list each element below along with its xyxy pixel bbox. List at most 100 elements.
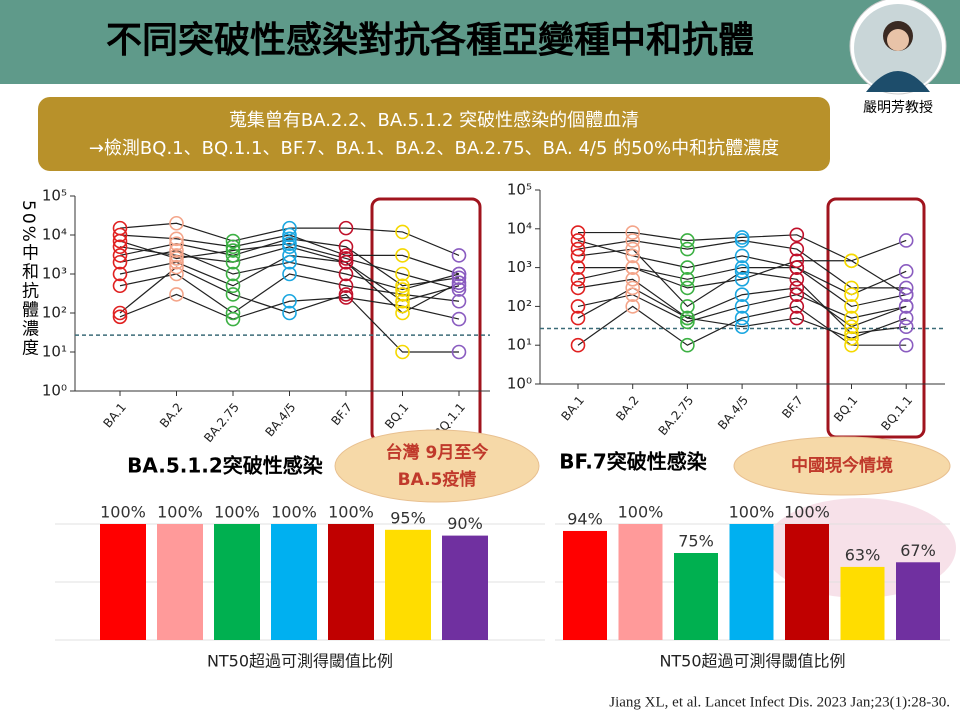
data-point	[844, 253, 859, 269]
value-label: 90%	[447, 514, 483, 533]
data-point	[169, 231, 184, 247]
data-point	[225, 266, 241, 282]
data-point	[112, 227, 128, 243]
data-point	[338, 290, 354, 305]
data-point	[225, 311, 241, 327]
value-label: 94%	[567, 509, 603, 528]
data-point	[789, 287, 805, 303]
y-tick-label: 10³	[507, 258, 532, 276]
value-label: 95%	[390, 508, 426, 527]
banner-line: 蒐集曾有BA.2.2、BA.5.1.2 突破性感染的個體血清	[229, 110, 639, 131]
data-point	[338, 278, 354, 294]
data-point	[789, 241, 805, 257]
data-point	[395, 282, 410, 297]
data-point	[282, 248, 297, 263]
bar	[674, 553, 718, 640]
data-point	[225, 248, 241, 263]
data-point	[112, 254, 128, 270]
value-label: 100%	[784, 503, 830, 522]
y-tick-label: 10³	[42, 265, 67, 283]
data-point	[625, 241, 641, 257]
data-point	[898, 280, 914, 296]
data-point	[112, 266, 128, 282]
series-line	[119, 240, 460, 291]
data-point	[282, 293, 297, 309]
chart-title: BF.7突破性感染	[559, 450, 707, 474]
bar	[328, 524, 374, 640]
speaker-face	[887, 29, 909, 51]
bar	[100, 524, 146, 640]
data-point	[395, 298, 410, 314]
data-point	[844, 326, 859, 341]
data-point	[570, 337, 586, 353]
highlight-box	[826, 197, 926, 439]
data-point	[570, 299, 586, 314]
data-point	[734, 248, 750, 264]
y-tick-label: 10¹	[42, 343, 67, 361]
speaker-name: 嚴明芳教授	[863, 99, 933, 116]
data-point	[570, 233, 586, 248]
bar	[896, 562, 940, 640]
bar	[618, 524, 663, 640]
data-point	[898, 310, 914, 326]
data-point	[844, 337, 859, 353]
data-point	[451, 293, 467, 309]
data-point	[898, 233, 914, 248]
data-point	[734, 233, 750, 248]
data-point	[844, 319, 859, 334]
data-point	[680, 310, 695, 326]
data-point	[680, 299, 695, 314]
data-point	[451, 344, 467, 360]
data-point	[225, 233, 241, 249]
data-point	[734, 260, 750, 275]
data-point	[844, 310, 859, 326]
data-point	[282, 236, 297, 251]
value-label: 100%	[271, 503, 317, 522]
data-point	[734, 271, 750, 287]
data-point	[734, 310, 750, 326]
value-label: 100%	[729, 503, 775, 522]
data-point	[225, 287, 241, 302]
data-point	[680, 280, 695, 296]
y-axis-label: 50%中和抗體濃度	[18, 200, 39, 358]
data-point	[225, 243, 241, 258]
data-point	[282, 227, 297, 243]
data-point	[898, 319, 914, 334]
data-point	[112, 239, 128, 255]
data-point	[789, 260, 805, 275]
data-point	[225, 254, 241, 270]
data-point	[169, 254, 184, 270]
y-tick-label: 10⁴	[507, 219, 532, 237]
data-point	[844, 280, 859, 296]
y-tick-label: 10⁰	[507, 375, 532, 393]
data-point	[898, 264, 914, 279]
value-label: 100%	[618, 503, 664, 522]
callout-text: 中國現今情境	[791, 455, 893, 476]
title-bar	[0, 0, 960, 84]
banner-line: →檢測BQ.1、BQ.1.1、BF.7、BA.1、BA.2、BA.2.75、BA…	[89, 138, 779, 159]
value-label: 67%	[900, 541, 936, 560]
data-point	[734, 287, 750, 303]
bar	[157, 524, 203, 640]
data-point	[789, 253, 805, 269]
data-point	[680, 233, 695, 248]
bar	[214, 524, 260, 640]
callout	[733, 436, 951, 496]
data-point	[169, 236, 184, 251]
data-point	[395, 305, 410, 321]
data-point	[451, 248, 467, 263]
data-point	[625, 248, 641, 264]
bar	[563, 530, 607, 640]
data-point	[282, 231, 297, 247]
value-label: 100%	[157, 503, 203, 522]
data-point	[625, 280, 641, 296]
data-point	[625, 287, 641, 303]
data-point	[395, 344, 410, 360]
banner	[38, 97, 830, 171]
bar	[785, 524, 829, 640]
x-axis-label: NT50超過可測得閾值比例	[659, 652, 845, 671]
data-point	[898, 299, 914, 314]
data-point	[625, 299, 641, 314]
y-tick-label: 10⁵	[42, 187, 67, 205]
